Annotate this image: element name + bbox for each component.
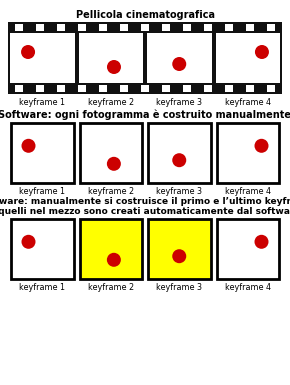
Bar: [217, 219, 279, 279]
Text: keyframe 1: keyframe 1: [19, 98, 65, 107]
Circle shape: [107, 60, 121, 74]
Text: keyframe 3: keyframe 3: [156, 283, 202, 292]
Text: keyframe 4: keyframe 4: [225, 187, 271, 196]
Text: keyframe 1: keyframe 1: [19, 283, 65, 292]
Bar: [36, 85, 44, 92]
Bar: [204, 24, 212, 31]
Text: keyframe 2: keyframe 2: [88, 187, 134, 196]
Bar: [141, 85, 149, 92]
Circle shape: [21, 235, 35, 249]
Bar: [141, 24, 149, 31]
Bar: [267, 24, 275, 31]
Bar: [148, 123, 211, 183]
Text: e quelli nel mezzo sono creati automaticamente dal software: e quelli nel mezzo sono creati automatic…: [0, 207, 290, 216]
Circle shape: [172, 249, 186, 263]
Text: keyframe 4: keyframe 4: [225, 283, 271, 292]
Bar: [11, 123, 73, 183]
Bar: [225, 24, 233, 31]
Bar: [57, 24, 65, 31]
Circle shape: [107, 157, 121, 171]
Circle shape: [255, 235, 269, 249]
Bar: [78, 24, 86, 31]
Bar: [162, 85, 170, 92]
Text: keyframe 2: keyframe 2: [88, 283, 134, 292]
Bar: [225, 85, 233, 92]
Text: keyframe 4: keyframe 4: [225, 98, 271, 107]
Text: keyframe 3: keyframe 3: [156, 187, 202, 196]
Circle shape: [21, 139, 35, 153]
Bar: [120, 85, 128, 92]
Bar: [79, 33, 143, 83]
Text: Pellicola cinematografica: Pellicola cinematografica: [75, 10, 215, 20]
Bar: [10, 33, 75, 83]
Bar: [246, 24, 254, 31]
Bar: [267, 85, 275, 92]
Bar: [79, 123, 142, 183]
Bar: [78, 85, 86, 92]
Text: keyframe 2: keyframe 2: [88, 98, 134, 107]
Circle shape: [172, 153, 186, 167]
Bar: [99, 85, 107, 92]
Circle shape: [255, 45, 269, 59]
Bar: [99, 24, 107, 31]
Bar: [57, 85, 65, 92]
Bar: [14, 85, 23, 92]
Circle shape: [107, 253, 121, 267]
Bar: [148, 219, 211, 279]
Bar: [246, 85, 254, 92]
Bar: [183, 24, 191, 31]
Bar: [204, 85, 212, 92]
Bar: [8, 22, 282, 94]
Bar: [11, 219, 73, 279]
Bar: [217, 123, 279, 183]
Bar: [79, 219, 142, 279]
Circle shape: [21, 45, 35, 59]
Text: Software: manualmente si costruisce il primo e l’ultimo keyframe: Software: manualmente si costruisce il p…: [0, 197, 290, 206]
Bar: [14, 24, 23, 31]
Text: keyframe 3: keyframe 3: [156, 98, 202, 107]
Bar: [120, 24, 128, 31]
Text: keyframe 1: keyframe 1: [19, 187, 65, 196]
Bar: [147, 33, 211, 83]
Bar: [215, 33, 280, 83]
Bar: [183, 85, 191, 92]
Circle shape: [255, 139, 269, 153]
Circle shape: [172, 57, 186, 71]
Bar: [36, 24, 44, 31]
Bar: [162, 24, 170, 31]
Text: Software: ogni fotogramma è costruito manualmente: Software: ogni fotogramma è costruito ma…: [0, 110, 290, 121]
